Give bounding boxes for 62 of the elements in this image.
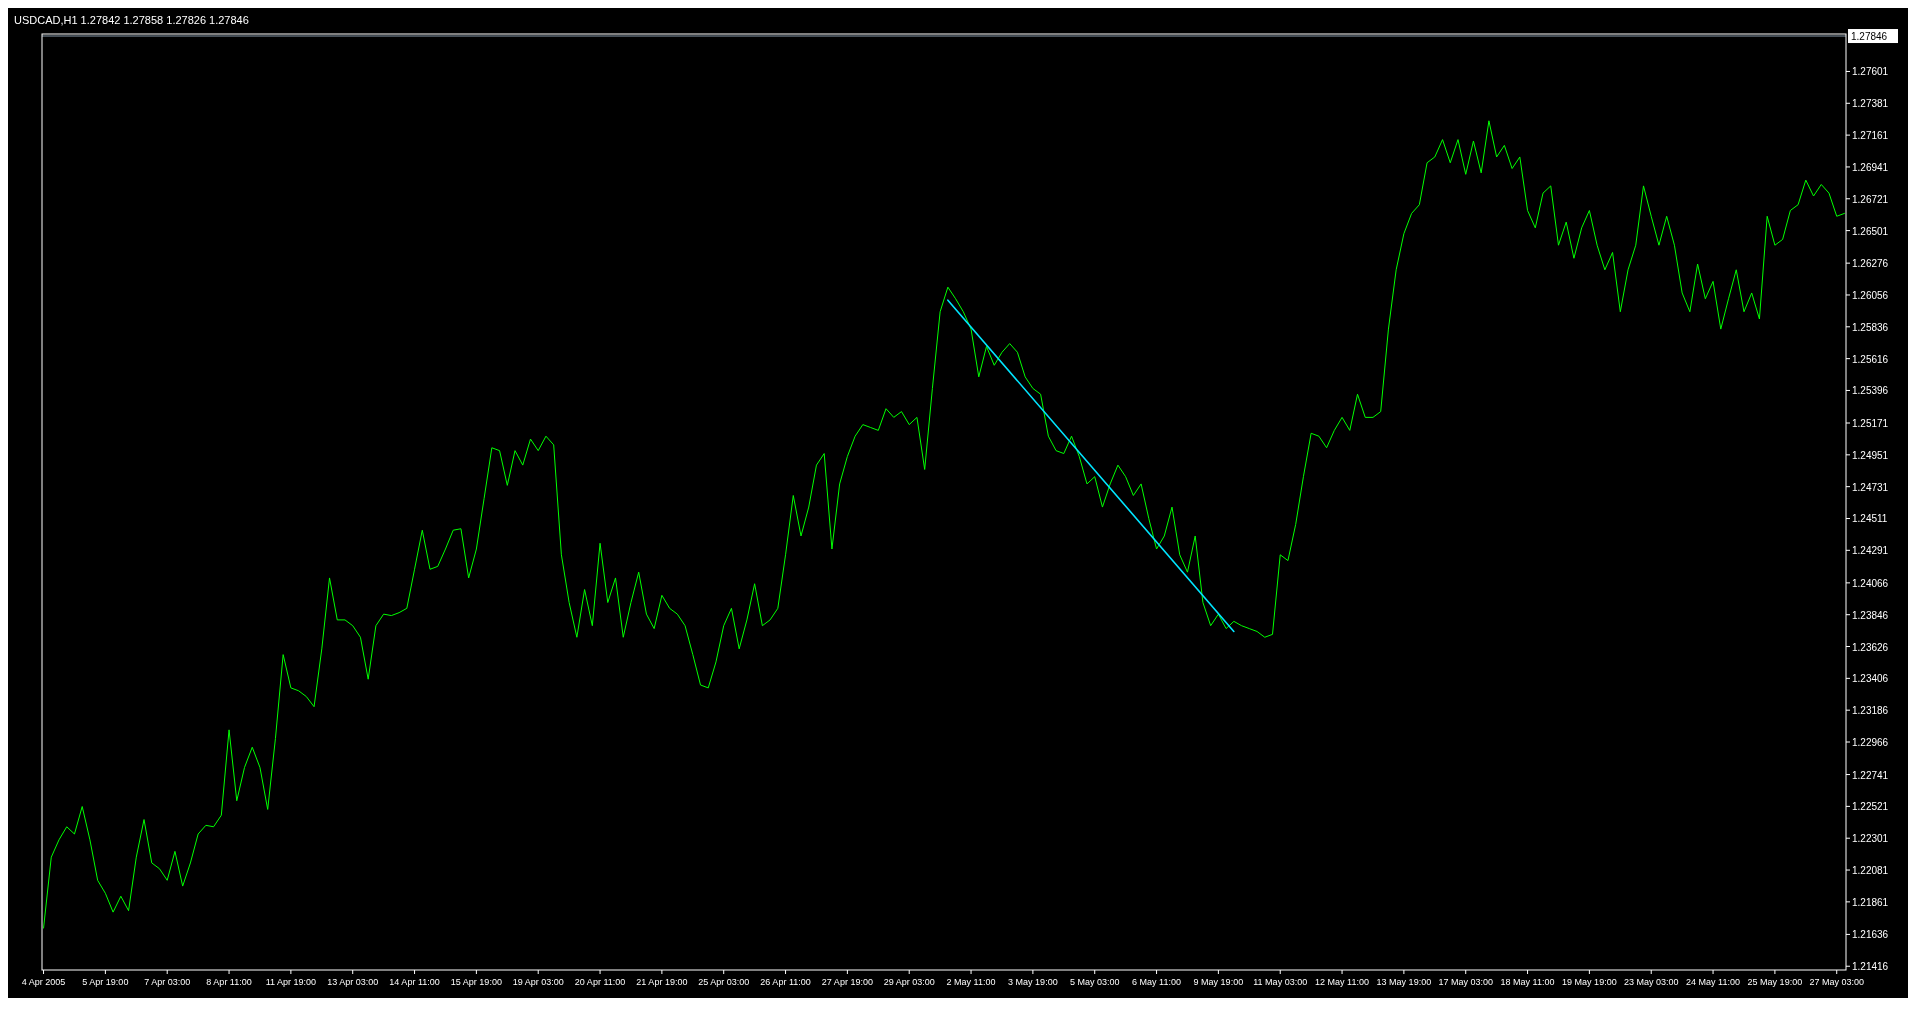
y-tick-label: 1.27161 <box>1852 130 1889 142</box>
y-tick-label: 1.27601 <box>1852 66 1889 78</box>
x-tick-label: 19 May 19:00 <box>1562 977 1617 987</box>
x-tick-label: 24 May 11:00 <box>1686 977 1740 987</box>
x-tick-label: 9 May 19:00 <box>1193 977 1244 987</box>
x-tick-label: 17 May 03:00 <box>1438 977 1493 987</box>
y-tick-label: 1.26501 <box>1852 225 1889 237</box>
x-tick-label: 11 May 03:00 <box>1253 977 1308 987</box>
x-tick-label: 5 Apr 19:00 <box>82 977 129 987</box>
y-tick-label: 1.24511 <box>1852 513 1888 525</box>
x-tick-label: 26 Apr 11:00 <box>760 977 811 987</box>
x-tick-label: 2 May 11:00 <box>946 977 996 987</box>
line-series <box>43 120 1845 929</box>
y-tick-label: 1.23626 <box>1852 641 1889 653</box>
x-tick-label: 13 Apr 03:00 <box>327 977 379 987</box>
y-tick-label: 1.22521 <box>1852 801 1889 813</box>
y-tick-label: 1.24951 <box>1852 449 1889 461</box>
y-tick-label: 1.24291 <box>1852 545 1889 557</box>
y-tick-label: 1.25396 <box>1852 385 1889 397</box>
x-tick-label: 21 Apr 19:00 <box>636 977 688 987</box>
x-tick-label: 14 Apr 11:00 <box>389 977 440 987</box>
y-tick-label: 1.21636 <box>1852 929 1889 941</box>
y-tick-label: 1.23846 <box>1852 609 1889 621</box>
y-tick-label: 1.25616 <box>1852 353 1889 365</box>
x-tick-label: 18 May 11:00 <box>1500 977 1555 987</box>
x-tick-label: 7 Apr 03:00 <box>144 977 191 987</box>
x-tick-label: 15 Apr 19:00 <box>450 977 502 987</box>
x-tick-label: 8 Apr 11:00 <box>206 977 252 987</box>
y-tick-label: 1.22081 <box>1852 865 1889 877</box>
y-tick-label: 1.25836 <box>1852 321 1889 333</box>
x-tick-label: 13 May 19:00 <box>1376 977 1432 987</box>
y-tick-label: 1.24731 <box>1852 481 1889 493</box>
y-tick-label: 1.22301 <box>1852 833 1889 845</box>
y-tick-label: 1.23406 <box>1852 673 1889 685</box>
y-tick-label: 1.21861 <box>1852 896 1889 908</box>
chart-title: USDCAD,H1 1.27842 1.27858 1.27826 1.27846 <box>14 14 249 26</box>
x-tick-label: 3 May 19:00 <box>1008 977 1058 987</box>
x-tick-label: 27 May 03:00 <box>1809 977 1864 987</box>
x-tick-label: 29 Apr 03:00 <box>883 977 935 987</box>
x-tick-label: 20 Apr 11:00 <box>574 977 626 987</box>
x-tick-label: 25 Apr 03:00 <box>698 977 750 987</box>
y-tick-label: 1.26941 <box>1852 161 1889 173</box>
y-tick-label: 1.26276 <box>1852 258 1889 270</box>
ref-line-label: 1.27846 <box>1851 31 1888 43</box>
x-tick-label: 11 Apr 19:00 <box>265 977 317 987</box>
x-tick-label: 25 May 19:00 <box>1747 977 1803 987</box>
y-tick-label: 1.25171 <box>1852 418 1889 430</box>
y-tick-label: 1.27381 <box>1852 98 1889 110</box>
y-tick-label: 1.24066 <box>1852 577 1889 589</box>
x-tick-label: 19 Apr 03:00 <box>512 977 564 987</box>
x-tick-label: 27 Apr 19:00 <box>821 977 873 987</box>
x-tick-label: 5 May 03:00 <box>1069 977 1120 987</box>
x-tick-label: 6 May 11:00 <box>1132 977 1181 987</box>
y-tick-label: 1.21416 <box>1852 961 1889 973</box>
y-tick-label: 1.26056 <box>1852 289 1889 301</box>
y-tick-label: 1.22741 <box>1852 769 1889 781</box>
x-tick-label: 12 May 11:00 <box>1315 977 1369 987</box>
y-tick-label: 1.23186 <box>1852 705 1889 717</box>
x-tick-label: 4 Apr 2005 <box>21 977 66 987</box>
x-tick-label: 23 May 03:00 <box>1623 977 1679 987</box>
y-tick-label: 1.26721 <box>1852 193 1889 205</box>
y-tick-label: 1.22966 <box>1852 737 1889 748</box>
